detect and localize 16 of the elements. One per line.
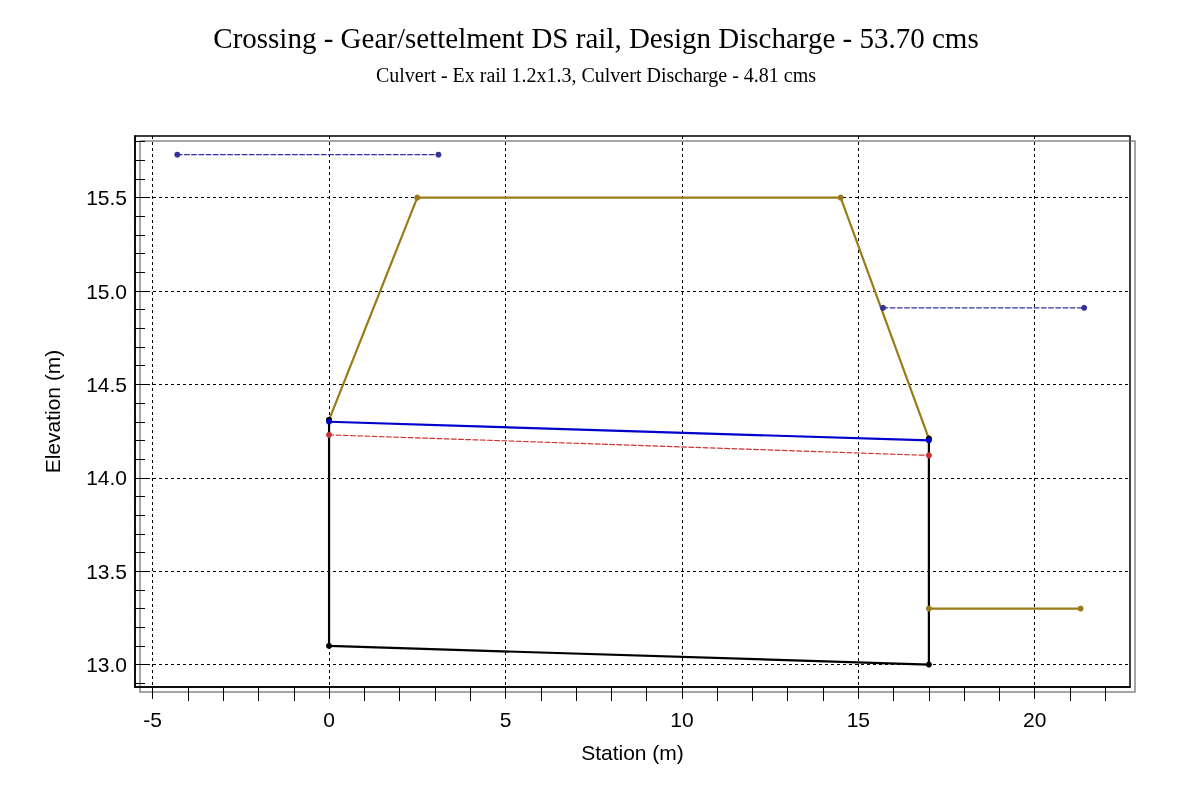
- x-tick-label: 15: [846, 708, 870, 731]
- y-tick-label: 15.5: [86, 186, 127, 210]
- x-tick-label: 5: [499, 708, 512, 731]
- y-tick-label: 14.5: [86, 372, 127, 396]
- x-tick-label: -5: [143, 708, 162, 731]
- y-tick-label: 13.0: [86, 653, 127, 677]
- y-tick-label: 13.5: [86, 559, 127, 583]
- y-axis-title: Elevation (m): [41, 349, 64, 474]
- chart-subtitle: Culvert - Ex rail 1.2x1.3, Culvert Discharge - 4.81 cms: [375, 64, 817, 87]
- x-tick-label: 0: [323, 708, 335, 731]
- x-axis-title: Station (m): [581, 741, 684, 764]
- x-tick-label: 20: [1023, 708, 1047, 731]
- y-tick-label: 14.0: [86, 466, 127, 490]
- chart-title: Crossing - Gear/settelment DS rail, Design Discharge - 53.70 cms: [213, 21, 979, 54]
- y-tick-label: 15.0: [86, 279, 127, 303]
- x-tick-label: 10: [670, 708, 694, 731]
